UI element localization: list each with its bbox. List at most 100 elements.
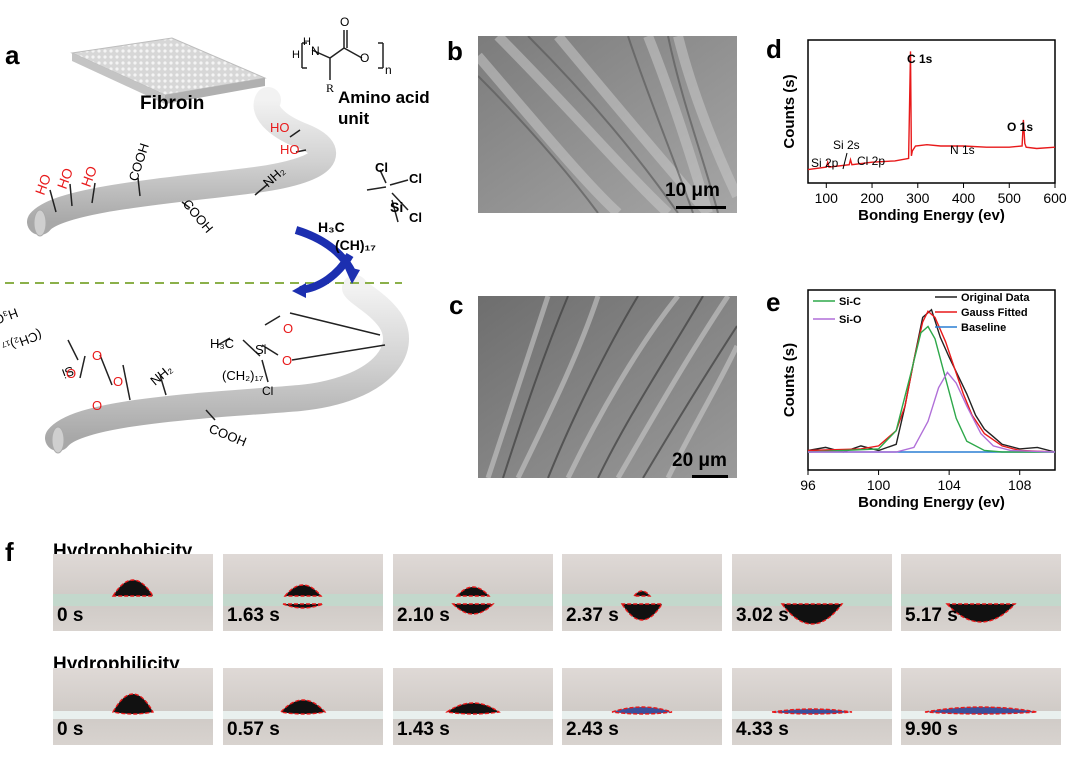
series-line-original-data xyxy=(807,308,1056,453)
o-label-6: O xyxy=(282,353,292,368)
droplet xyxy=(282,584,324,609)
cooh-label-2: COOH xyxy=(180,196,217,236)
cooh-label-1: COOH xyxy=(126,141,152,183)
fabric-strip xyxy=(53,594,213,606)
ho-label-4: HO xyxy=(54,166,76,191)
time-label: 1.43 s xyxy=(397,719,450,740)
droplet xyxy=(111,693,155,715)
fabric-strip xyxy=(732,594,892,606)
hydrophobic-photo-3: 2.10 s xyxy=(393,554,553,631)
o-label-1: O xyxy=(92,348,102,363)
silane-cl-2: Cl xyxy=(409,171,422,186)
fibroin-label: Fibroin xyxy=(140,93,204,114)
ho-label-5: HO xyxy=(78,164,100,189)
fibroin-schematic: Fibroin H H N O O R n Amino acid unit HO… xyxy=(0,15,430,454)
fabric-strip xyxy=(901,594,1061,606)
cooh-label-bottom: COOH xyxy=(207,421,249,450)
si-bottom-left: Si xyxy=(60,363,76,381)
peak-annotation: O 1s xyxy=(1007,120,1033,134)
x-tick-label: 400 xyxy=(952,190,976,206)
ho-label-3: HO xyxy=(32,172,54,197)
series-line-si-o xyxy=(808,371,1056,453)
hydrophobic-photo-1: 0 s xyxy=(53,554,213,631)
droplet xyxy=(620,590,664,621)
droplet xyxy=(924,706,1038,715)
ch3-bottom: H₃C xyxy=(0,305,20,327)
panel-label-d: d xyxy=(766,34,782,64)
scale-label-b: 10 μm xyxy=(665,180,720,201)
ho-label-1: HO xyxy=(270,120,290,135)
hydrophilic-photo-4: 2.43 s xyxy=(562,668,722,745)
fabric-strip xyxy=(393,711,553,719)
hydrophilic-photo-1: 0 s xyxy=(53,668,213,745)
monomer-o: O xyxy=(360,51,369,65)
fabric-strip xyxy=(393,594,553,606)
o-label-3: O xyxy=(113,374,123,389)
droplet xyxy=(780,603,844,625)
hydrophilic-photo-5: 4.33 s xyxy=(732,668,892,745)
peak-annotation: Si 2p xyxy=(811,156,839,170)
xps-survey-chart: 100 200 300 400 500 600 Bonding Energy (ev) Cou… xyxy=(781,39,1067,224)
legend-label: Gauss Fitted xyxy=(961,307,1028,319)
time-label: 5.17 s xyxy=(905,605,958,626)
x-axis-title: Bonding Energy (ev) xyxy=(858,207,1005,224)
reaction-arrow-1 xyxy=(294,226,356,274)
nh2-label-bottom: NH₂ xyxy=(147,361,175,388)
legend-label: Original Data xyxy=(961,292,1030,304)
panel-label-c: c xyxy=(449,290,464,320)
annotation-pointer xyxy=(842,152,848,170)
fabric-strip xyxy=(562,711,722,719)
x-tick-label: 96 xyxy=(800,477,816,493)
y-axis-title: Counts (s) xyxy=(781,343,798,417)
hydrophobic-photo-5: 3.02 s xyxy=(732,554,892,631)
hydrophilic-photo-6: 9.90 s xyxy=(901,668,1061,745)
silane-h3c: H₃C xyxy=(318,219,345,235)
fabric-strip xyxy=(901,711,1061,719)
time-label: 4.33 s xyxy=(736,719,789,740)
panel-label-f: f xyxy=(5,537,14,567)
panel-label-b: b xyxy=(447,36,463,66)
x-tick-label: 100 xyxy=(867,477,891,493)
time-label: 0 s xyxy=(57,719,84,740)
monomer-n-atom: N xyxy=(311,44,320,58)
peak-annotation: Cl 2p xyxy=(857,154,885,168)
droplet xyxy=(445,702,501,715)
amino-acid-label-2: unit xyxy=(338,109,369,128)
x-tick-label: 108 xyxy=(1008,477,1032,493)
series-line-survey xyxy=(807,51,1056,171)
time-label: 0.57 s xyxy=(227,719,280,740)
monomer-r: R xyxy=(326,81,334,95)
ch2-chain-left: (CH₂)₁₇ xyxy=(0,327,44,355)
x-axis-title: Bonding Energy (ev) xyxy=(858,494,1005,511)
droplet xyxy=(279,699,327,715)
silane-chain: (CH)₁₇ xyxy=(335,237,376,253)
panel-label-a: a xyxy=(5,40,20,70)
droplet xyxy=(611,706,673,715)
time-label: 1.63 s xyxy=(227,605,280,626)
fabric-strip xyxy=(562,594,722,606)
droplet xyxy=(771,708,853,715)
scale-label-c: 20 μm xyxy=(672,450,727,471)
droplet xyxy=(451,586,495,615)
sem-image-b xyxy=(478,36,737,213)
hydrophobic-photo-4: 2.37 s xyxy=(562,554,722,631)
fabric-strip xyxy=(732,711,892,719)
droplet xyxy=(945,603,1017,623)
legend-label: Baseline xyxy=(961,322,1006,334)
y-axis-title: Counts (s) xyxy=(781,74,798,148)
fiber-bottom xyxy=(45,275,409,451)
silane-cl-1: Cl xyxy=(375,160,388,175)
monomer-o-top: O xyxy=(340,15,349,29)
hydrophilic-photo-2: 0.57 s xyxy=(223,668,383,745)
sem-image-c xyxy=(478,296,737,478)
silane-si: Si xyxy=(390,199,403,215)
legend-label: Si-C xyxy=(839,296,861,308)
series-line-si-c xyxy=(807,325,1055,453)
x-tick-label: 104 xyxy=(937,477,961,493)
silane-h3c-bottom: H₃C xyxy=(210,336,234,351)
si-bottom-right: Si xyxy=(255,342,267,357)
o-label-4: O xyxy=(92,398,102,413)
fiber-top xyxy=(27,87,336,235)
peak-annotation: C 1s xyxy=(907,52,933,66)
hydrophobic-photo-2: 1.63 s xyxy=(223,554,383,631)
